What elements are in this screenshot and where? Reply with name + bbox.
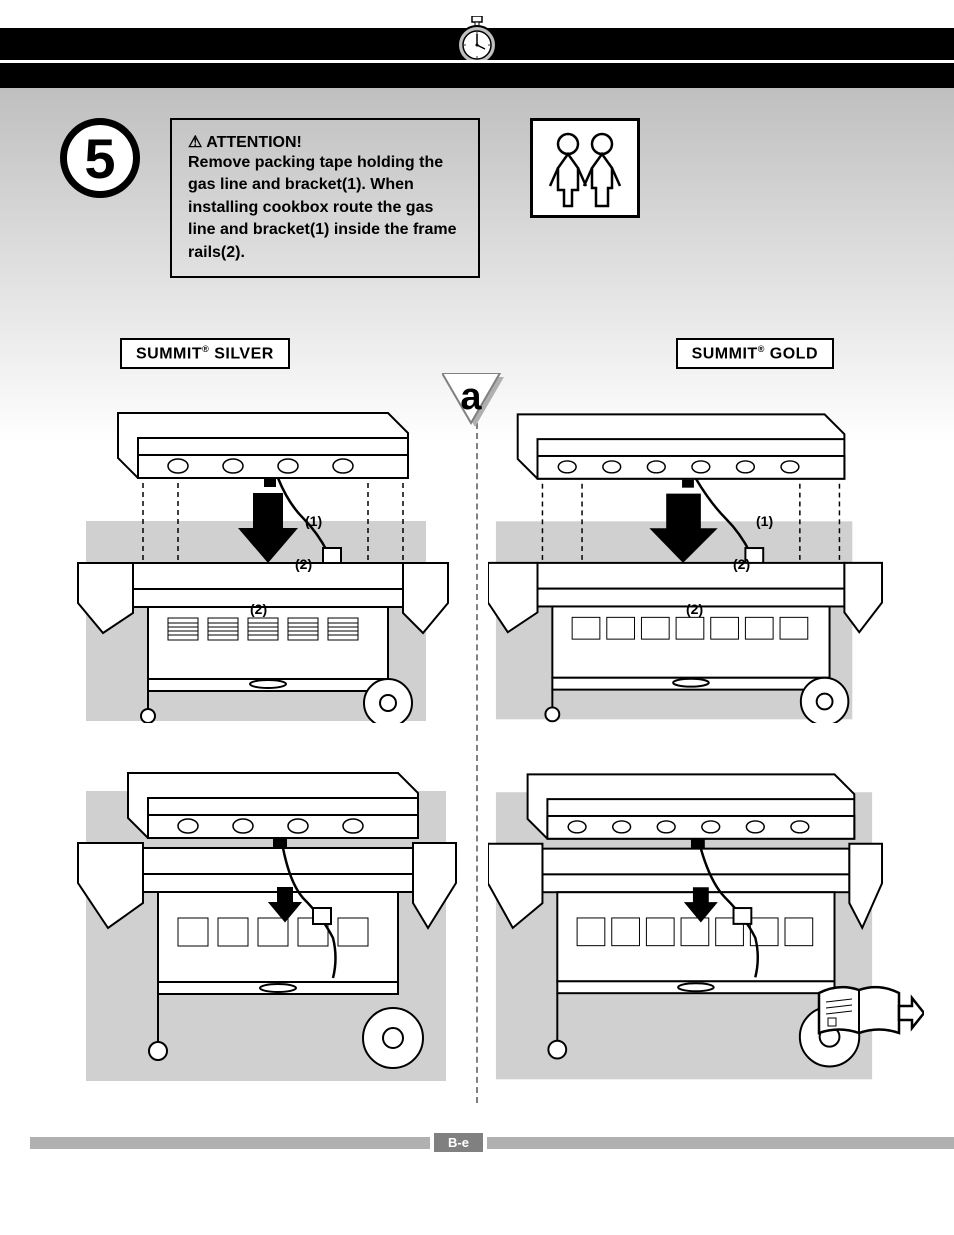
main-content: 5 ⚠ ATTENTION! Remove packing tape holdi…	[0, 88, 954, 1103]
footer-bar-right	[487, 1137, 954, 1149]
callout-2b: (2)	[686, 601, 703, 617]
brand-text: SUMMIT	[692, 345, 758, 362]
model-label-gold: SUMMIT® GOLD	[676, 338, 834, 369]
manual-next-icon	[814, 978, 924, 1053]
model-label-silver: SUMMIT® SILVER	[120, 338, 290, 369]
callout-2: (2)	[733, 556, 750, 572]
attention-body: Remove packing tape holding the gas line…	[188, 152, 462, 264]
attention-box: ⚠ ATTENTION! Remove packing tape holding…	[170, 118, 480, 278]
page-number: B-e	[434, 1133, 483, 1152]
brand-text: SUMMIT	[136, 345, 202, 362]
step-letter-badge: a	[442, 373, 512, 438]
variant-text: GOLD	[765, 345, 818, 362]
silver-diagram-top: (1) (2) (2)	[70, 383, 466, 723]
variant-text: SILVER	[209, 345, 274, 362]
callout-1: (1)	[756, 513, 773, 529]
callout-2: (2)	[295, 556, 312, 572]
footer-bar-left	[30, 1137, 430, 1149]
callout-1: (1)	[305, 513, 322, 529]
attention-title: ⚠ ATTENTION!	[188, 132, 462, 152]
stopwatch-icon	[455, 16, 499, 71]
page-footer: B-e	[0, 1133, 954, 1172]
callout-2b: (2)	[250, 601, 267, 617]
page: 5 ⚠ ATTENTION! Remove packing tape holdi…	[0, 28, 954, 1172]
step-letter-text: a	[460, 376, 482, 418]
two-person-icon	[530, 118, 640, 218]
diagram-col-silver: (1) (2) (2)	[60, 383, 476, 1103]
silver-diagram-bottom	[70, 743, 466, 1083]
header-row: 5 ⚠ ATTENTION! Remove packing tape holdi…	[60, 118, 894, 278]
top-bar	[0, 28, 954, 88]
diagrams-row: a	[60, 383, 894, 1103]
reg-mark: ®	[758, 344, 765, 354]
step-number: 5	[84, 126, 115, 191]
step-number-badge: 5	[60, 118, 140, 198]
model-labels-row: SUMMIT® SILVER SUMMIT® GOLD	[60, 338, 894, 369]
gold-diagram-top: (1) (2) (2)	[488, 383, 884, 723]
